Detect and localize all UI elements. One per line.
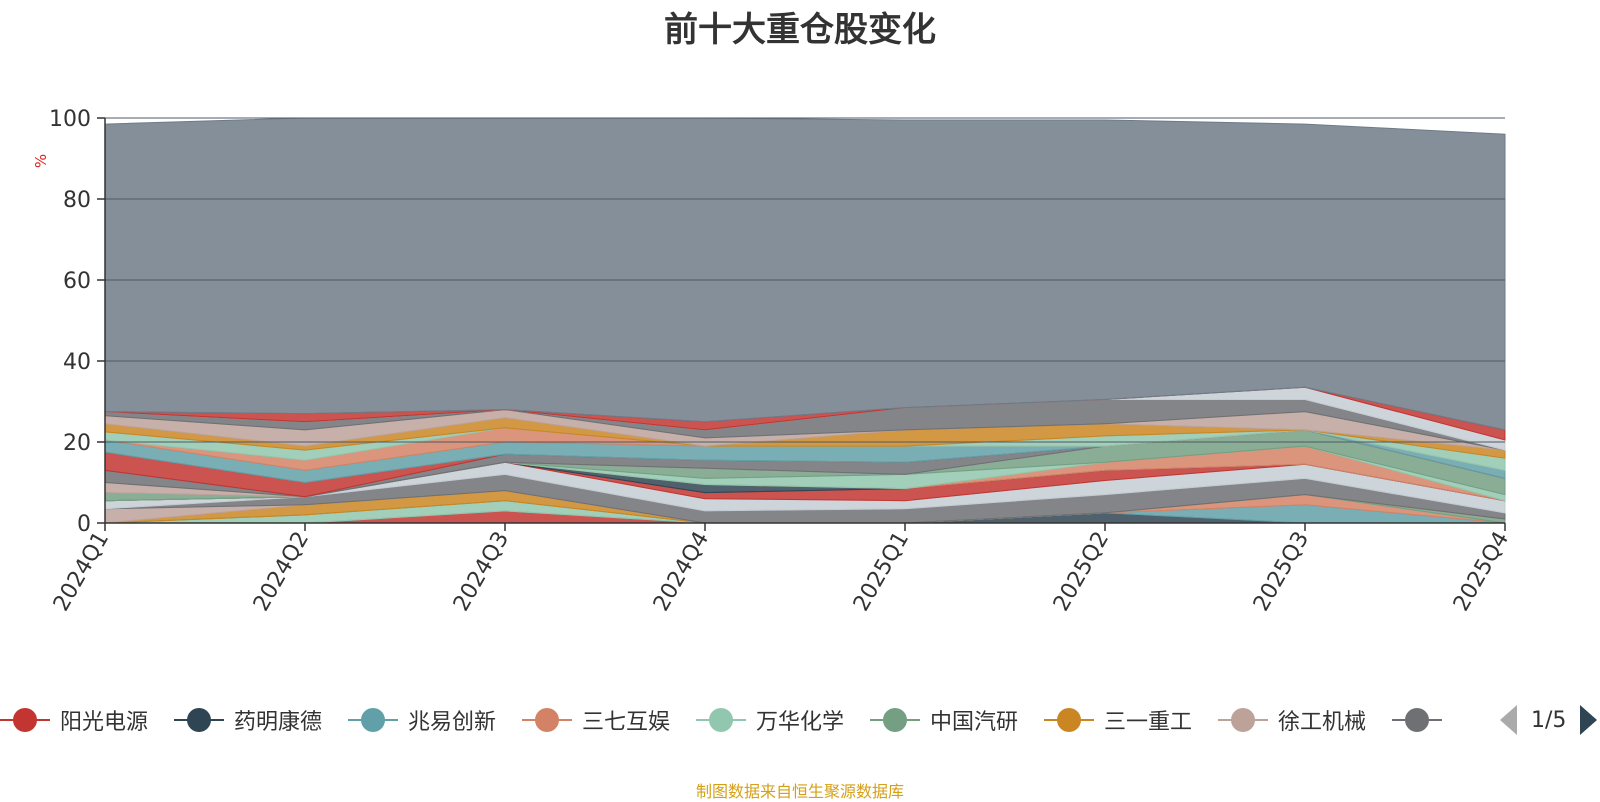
legend-item[interactable]: 药明康德 <box>174 700 322 740</box>
data-source-note: 制图数据来自恒生聚源数据库 <box>695 782 904 801</box>
legend-marker-icon <box>1392 700 1442 740</box>
legend-page-indicator: 1/5 <box>1531 707 1567 733</box>
area-series-26 <box>104 117 1506 431</box>
x-tick-label: 2025Q1 <box>849 528 914 616</box>
next-page-icon[interactable] <box>1580 705 1598 735</box>
legend-label: 阳光电源 <box>60 710 149 735</box>
legend-label: 兆易创新 <box>408 710 497 735</box>
x-tick-label: 2024Q2 <box>249 528 314 616</box>
x-tick-label: 2025Q2 <box>1049 528 1114 616</box>
legend-label: 药明康德 <box>234 710 323 735</box>
legend-item[interactable]: 徐工机械 <box>1218 700 1366 740</box>
legend-marker-icon <box>870 700 920 740</box>
legend-marker-icon <box>174 700 224 740</box>
legend-label: 中国汽研 <box>930 710 1019 735</box>
x-tick-label: 2024Q1 <box>49 528 114 616</box>
area-chart: 0 20 40 60 80 100 2024Q1 2024Q2 2024Q3 2024Q4 2025… <box>49 107 1514 616</box>
legend-item[interactable]: 兆易创新 <box>348 700 496 740</box>
y-tick-label: 0 <box>77 512 91 537</box>
chart-title: 前十大重仓股变化 <box>664 10 936 50</box>
x-tick-label: 2024Q3 <box>449 528 514 616</box>
legend-label: 万华化学 <box>756 710 845 735</box>
y-tick-label: 60 <box>63 269 91 294</box>
grid-lines <box>105 117 1505 443</box>
x-tick-label: 2025Q3 <box>1249 528 1314 616</box>
legend: 阳光电源 药明康德 兆易创新 三七互娱 万华化学 中国汽研 三一重工 徐工机械 1/5 <box>0 700 1600 740</box>
legend-item[interactable]: 中国汽研 <box>870 700 1018 740</box>
legend-marker-icon <box>1044 700 1094 740</box>
legend-label: 徐工机械 <box>1278 710 1367 735</box>
prev-page-icon[interactable] <box>1500 705 1517 735</box>
y-tick-label: 100 <box>49 107 91 132</box>
y-tick-label: 80 <box>63 188 91 213</box>
legend-marker-icon <box>0 700 50 740</box>
x-tick-label: 2025Q4 <box>1449 528 1514 616</box>
legend-marker-icon <box>1218 700 1268 740</box>
legend-label: 三七互娱 <box>582 710 671 735</box>
legend-item[interactable]: 三一重工 <box>1044 700 1192 740</box>
legend-item[interactable] <box>1392 700 1452 740</box>
legend-item[interactable]: 阳光电源 <box>0 700 148 740</box>
legend-label: 三一重工 <box>1104 710 1193 735</box>
legend-item[interactable]: 万华化学 <box>696 700 844 740</box>
legend-marker-icon <box>348 700 398 740</box>
area-layers <box>104 117 1506 524</box>
y-tick-label: 40 <box>63 350 91 375</box>
legend-marker-icon <box>696 700 746 740</box>
legend-pager: 1/5 <box>1498 700 1600 740</box>
x-tick-label: 2024Q4 <box>649 528 714 616</box>
y-tick-label: 20 <box>63 431 91 456</box>
legend-marker-icon <box>522 700 572 740</box>
legend-item[interactable]: 三七互娱 <box>522 700 670 740</box>
